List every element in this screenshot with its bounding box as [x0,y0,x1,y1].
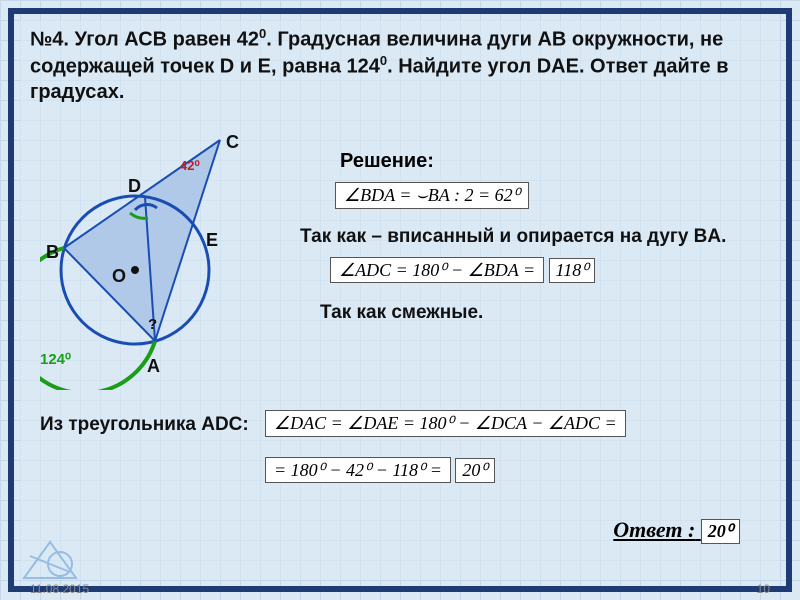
point-c-label: C [226,132,239,153]
tools-icon [20,536,80,582]
point-e-label: E [206,230,218,251]
formula-step1: ∠BDA = ⌣BA : 2 = 62⁰ [335,182,529,209]
footer-page: 10 [757,582,770,596]
problem-number: №4. [30,29,69,51]
angle-question-label: ? [148,316,157,333]
solution-heading: Решение: [340,150,434,173]
point-b-label: B [46,242,59,263]
answer-line: Ответ : 20⁰ [613,517,740,544]
answer-value: 20⁰ [701,519,740,544]
angle-42-label: 42⁰ [180,158,200,174]
step2-explanation: Так как смежные. [320,302,483,324]
slide-content: №4. Угол АСВ равен 420. Градусная величи… [20,20,780,580]
answer-label: Ответ : [613,517,695,542]
step2-row: ∠ADC = 180⁰ − ∠BDA = 118⁰ [330,258,595,283]
diagram-svg [40,130,280,390]
center-dot [131,266,139,274]
step4-row: = 180⁰ − 42⁰ − 118⁰ = 20⁰ [265,458,495,483]
arc-124-label: 124⁰ [40,350,71,368]
geometry-diagram: A B C D E O 42⁰ ? 124⁰ [40,130,280,390]
step1-explanation: Так как – вписанный и опирается на дугу … [300,226,726,248]
formula-step4: = 180⁰ − 42⁰ − 118⁰ = [265,457,451,483]
result-step4: 20⁰ [455,458,494,483]
formula-step3: ∠DAC = ∠DAE = 180⁰ − ∠DCA − ∠ADC = [265,410,626,437]
formula-step2: ∠ADC = 180⁰ − ∠BDA = [330,257,544,283]
point-a-label: A [147,356,160,377]
point-d-label: D [128,176,141,197]
problem-statement: №4. Угол АСВ равен 420. Градусная величи… [30,26,770,105]
footer-date: 11.08.2015 [30,582,89,596]
result-step2: 118⁰ [549,258,596,283]
point-o-label: O [112,266,126,287]
problem-text-1: Угол АСВ равен 42 [75,29,260,51]
step3-label: Из треугольника ADC: [40,414,249,436]
